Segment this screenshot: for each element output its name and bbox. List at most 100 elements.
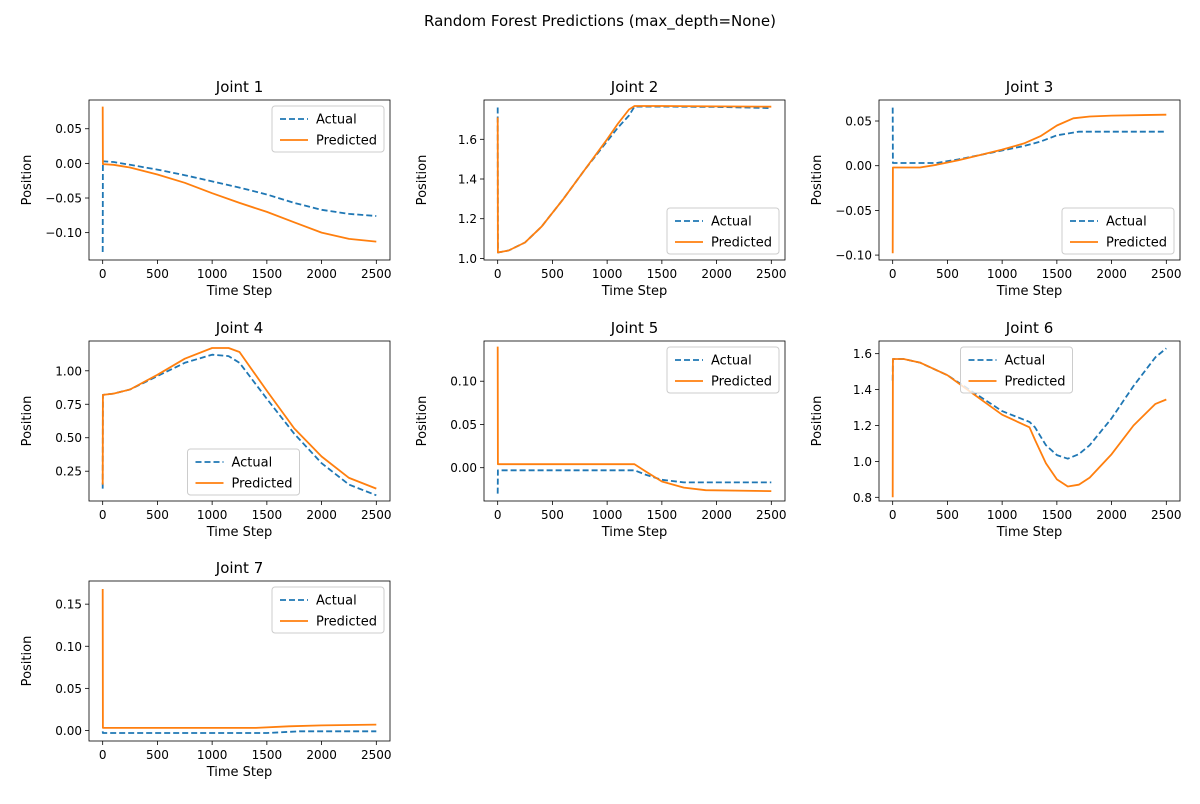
subplot-title: Joint 2 [610, 78, 658, 96]
x-tick-label: 1000 [987, 267, 1018, 281]
y-tick-label: 1.2 [458, 212, 477, 226]
x-axis-label: Time Step [206, 284, 273, 299]
x-tick-label: 2000 [701, 267, 732, 281]
y-axis-label: Position [20, 155, 35, 206]
subplot-joint-4: Joint 4 0 500 1000 1500 2000 2500 0.25 0.50 0.75 1… [20, 319, 392, 540]
y-tick-label: 1.6 [853, 347, 872, 361]
y-tick-label: 0.10 [55, 640, 82, 654]
x-axis-label: Time Step [601, 284, 668, 299]
x-tick-label: 2500 [361, 748, 392, 762]
x-tick-label: 1500 [647, 508, 678, 522]
x-axis-label: Time Step [996, 284, 1063, 299]
x-tick-label: 1500 [1042, 267, 1073, 281]
x-tick-label: 1500 [1042, 508, 1073, 522]
legend: Actual Predicted [666, 207, 780, 255]
plot-frame [878, 340, 1181, 502]
y-tick-label: 1.0 [458, 252, 477, 266]
x-tick-label: 2500 [756, 267, 787, 281]
x-tick-label: 2000 [1096, 508, 1127, 522]
legend-label-actual: Actual [316, 113, 357, 128]
y-axis-label: Position [20, 636, 35, 687]
x-tick-label: 2000 [306, 267, 337, 281]
series-line-predicted [496, 105, 772, 254]
legend-label-predicted: Predicted [711, 375, 772, 390]
x-tick-label: 1500 [252, 508, 283, 522]
x-axis-label: Time Step [206, 765, 273, 780]
x-tick-label: 2000 [701, 508, 732, 522]
x-tick-label: 1500 [252, 267, 283, 281]
x-axis-label: Time Step [996, 525, 1063, 540]
y-axis-label: Position [415, 396, 430, 447]
series-line-actual [101, 730, 377, 734]
legend-label-predicted: Predicted [316, 615, 377, 630]
y-axis-label: Position [20, 396, 35, 447]
series-line-predicted [101, 347, 377, 490]
legend-label-predicted: Predicted [232, 477, 293, 492]
x-tick-label: 0 [494, 508, 502, 522]
subplot-title: Joint 1 [215, 78, 263, 96]
x-tick-label: 500 [146, 508, 169, 522]
y-tick-label: −0.10 [45, 226, 82, 240]
y-tick-label: 0.05 [55, 122, 82, 136]
y-axis-label: Position [415, 155, 430, 206]
legend-label-predicted: Predicted [1106, 236, 1167, 251]
plot-frame [878, 99, 1181, 261]
series-line-predicted [891, 113, 1167, 254]
x-tick-label: 1000 [987, 508, 1018, 522]
subplot-joint-6: Joint 6 0 500 1000 1500 2000 2500 0.8 1.0 1.2 1.4 1… [810, 319, 1182, 540]
y-tick-label: 0.05 [845, 115, 872, 129]
legend-label-actual: Actual [232, 456, 273, 471]
legend-label-actual: Actual [316, 594, 357, 609]
x-tick-label: 1000 [197, 748, 228, 762]
legend-label-actual: Actual [711, 215, 752, 230]
series-line-predicted [496, 346, 772, 492]
x-tick-label: 0 [99, 748, 107, 762]
x-tick-label: 2000 [306, 508, 337, 522]
legend-label-actual: Actual [1005, 354, 1046, 369]
subplot-title: Joint 6 [1005, 319, 1053, 337]
y-tick-label: 1.00 [55, 364, 82, 378]
legend-label-predicted: Predicted [711, 236, 772, 251]
y-tick-label: 1.4 [853, 383, 872, 397]
x-tick-label: 2500 [1151, 508, 1182, 522]
y-axis-label: Position [810, 155, 825, 206]
x-tick-label: 2500 [756, 508, 787, 522]
subplot-title: Joint 7 [215, 559, 263, 577]
x-tick-label: 0 [889, 267, 897, 281]
y-tick-label: 0.75 [55, 398, 82, 412]
subplot-joint-7: Joint 7 0 500 1000 1500 2000 2500 0.00 0.05 0.10 0… [20, 559, 392, 780]
y-tick-label: 0.25 [55, 465, 82, 479]
y-tick-label: 0.8 [853, 491, 872, 505]
x-tick-label: 1500 [252, 748, 283, 762]
x-tick-label: 2000 [1096, 267, 1127, 281]
y-tick-label: 1.0 [853, 455, 872, 469]
y-tick-label: 1.4 [458, 173, 477, 187]
x-axis-label: Time Step [206, 525, 273, 540]
x-tick-label: 0 [494, 267, 502, 281]
legend: Actual Predicted [271, 586, 385, 634]
series-line-predicted [101, 106, 377, 243]
x-tick-label: 1000 [592, 267, 623, 281]
x-tick-label: 500 [936, 267, 959, 281]
series-line-actual [101, 353, 377, 497]
y-tick-label: 1.6 [458, 133, 477, 147]
x-tick-label: 1000 [197, 267, 228, 281]
x-tick-label: 500 [541, 267, 564, 281]
x-tick-label: 500 [146, 748, 169, 762]
x-tick-label: 1000 [197, 508, 228, 522]
x-tick-label: 500 [146, 267, 169, 281]
legend-label-predicted: Predicted [1005, 375, 1066, 390]
legend: Actual Predicted [960, 346, 1073, 394]
legend: Actual Predicted [187, 448, 300, 496]
subplot-joint-3: Joint 3 0 500 1000 1500 2000 2500 −0.10 −0.05 0.0… [810, 78, 1182, 299]
legend: Actual Predicted [666, 346, 780, 394]
y-tick-label: 0.50 [55, 431, 82, 445]
plot-frame [88, 99, 391, 261]
y-tick-label: 1.2 [853, 419, 872, 433]
y-tick-label: 0.10 [450, 375, 477, 389]
x-tick-label: 1000 [592, 508, 623, 522]
y-tick-label: −0.05 [45, 192, 82, 206]
legend-label-actual: Actual [711, 354, 752, 369]
x-tick-label: 0 [99, 267, 107, 281]
